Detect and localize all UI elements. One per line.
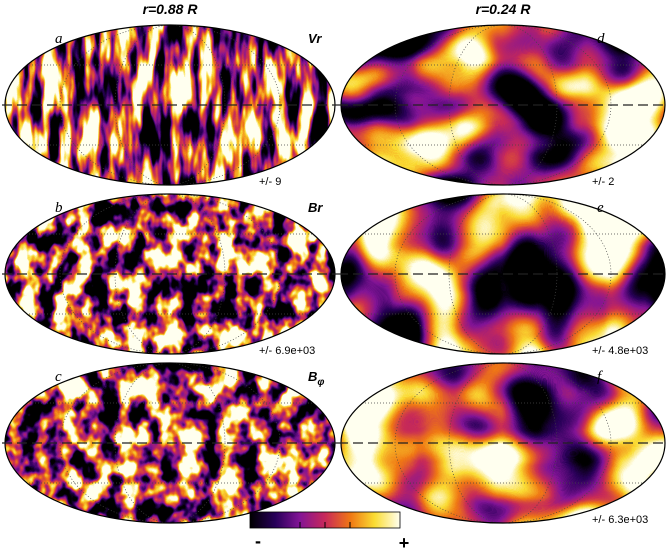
panel-letter: c: [55, 369, 62, 385]
colorbar-min: -: [255, 531, 261, 551]
panel-letter: a: [55, 31, 63, 47]
quantity-symbol: B: [308, 369, 317, 384]
panel-range: +/- 4.8e+03: [592, 345, 648, 357]
panel-quantity: Vr: [308, 31, 322, 46]
panel-range: +/- 2: [592, 176, 614, 188]
quantity-subscript: φ: [317, 377, 324, 388]
panel-quantity: Br: [308, 200, 323, 215]
panel-letter: d: [597, 31, 605, 47]
panel-range: +/- 9: [259, 176, 281, 188]
column-title: r=0.24 R: [476, 1, 532, 17]
column-title: r=0.88 R: [143, 1, 199, 17]
panel-letter: e: [597, 200, 604, 216]
panel-range: +/- 6.3e+03: [592, 514, 648, 526]
panel-quantity: Bφ: [308, 369, 324, 388]
panels: a Vr +/- 9 d +/- 2 b Br +/- 6.9e+03 e +/- 4.8e+03…: [2, 24, 668, 526]
colorbar-max: +: [399, 533, 410, 552]
panel-letter: f: [597, 369, 603, 385]
panel-letter: b: [55, 200, 63, 216]
panel-range: +/- 6.9e+03: [259, 345, 315, 357]
quantity-symbol: Br: [308, 200, 323, 215]
quantity-symbol: Vr: [308, 31, 322, 46]
